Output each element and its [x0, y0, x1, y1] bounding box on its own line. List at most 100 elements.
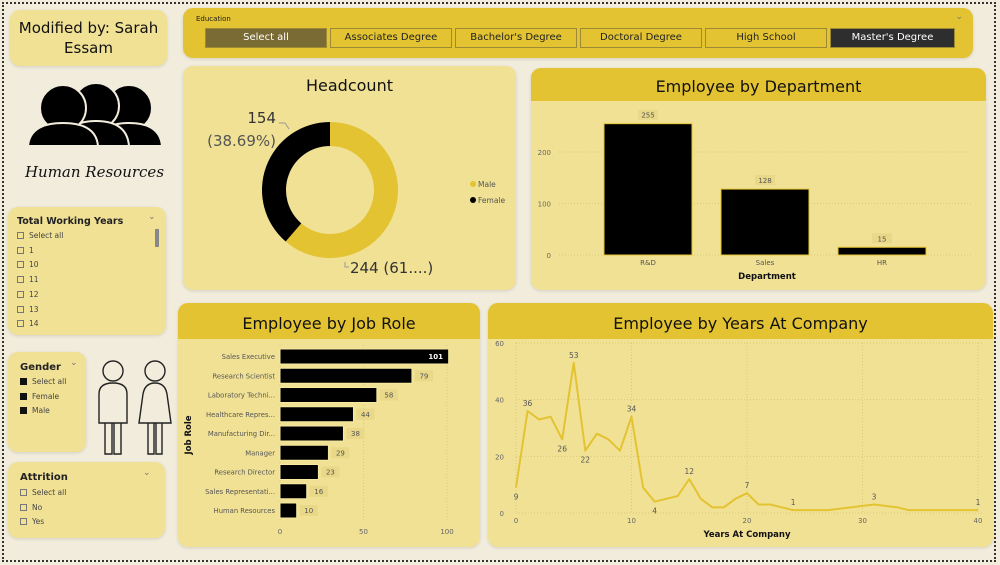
y-tick-label: 0 [547, 252, 551, 260]
data-label: 29 [336, 449, 345, 457]
slicer-item-label: 14 [29, 319, 39, 329]
legend-marker [470, 181, 476, 187]
headcount-card: Headcount 244 (61....) 154 (38.69%) Male Fem… [183, 66, 516, 290]
checkbox[interactable] [20, 378, 27, 385]
checkbox[interactable] [17, 305, 24, 313]
checkbox[interactable] [20, 489, 27, 496]
hr-logo: Human Resources [22, 78, 167, 188]
education-option-bachelors[interactable]: Bachelor's Degree [455, 28, 577, 48]
data-label-bg [638, 109, 658, 120]
checkbox[interactable] [17, 320, 24, 328]
data-label: 255 [641, 112, 654, 120]
slicer-item[interactable]: Select all [20, 488, 66, 497]
checkbox[interactable] [17, 261, 24, 269]
gender-label: Gender [20, 362, 61, 373]
data-label-male: 244 (61....) [350, 259, 433, 277]
leader-line [279, 122, 290, 130]
slicer-item[interactable]: Select all [17, 231, 63, 240]
slicer-item-label: 13 [29, 304, 39, 314]
series-line [515, 361, 978, 512]
checkbox[interactable] [20, 392, 27, 400]
data-label: 79 [419, 372, 428, 380]
education-option-doctoral[interactable]: Doctoral Degree [580, 28, 702, 48]
years-card: Employee by Years At Company 0 20 40 60 0 10 2… [488, 303, 993, 547]
checkbox[interactable] [20, 503, 27, 511]
x-tick-label: 30 [858, 517, 867, 525]
gender-figures-icon [98, 360, 172, 455]
headcount-donut-chart: 244 (61....) 154 (38.69%) Male Female [207, 109, 506, 277]
education-option-associates[interactable]: Associates Degree [330, 28, 452, 48]
data-label-bg [356, 408, 375, 420]
data-label-bg [346, 428, 365, 439]
chevron-down-icon[interactable]: ⌄ [70, 358, 78, 368]
checkbox[interactable] [20, 407, 27, 414]
attrition-slicer: Attrition ⌄ Select all No Yes [8, 462, 165, 538]
education-option-select-all[interactable]: Select all [205, 28, 327, 48]
years-title: Employee by Years At Company [488, 303, 993, 339]
data-label-bg [321, 466, 340, 478]
y-tick-label: 60 [495, 340, 504, 348]
data-label: 38 [351, 430, 360, 438]
y-tick-label: Human Resources [214, 507, 276, 515]
modified-by-text: Modified by: Sarah Essam [18, 19, 159, 57]
data-label: 9 [514, 493, 519, 502]
y-tick-label: 20 [495, 453, 504, 461]
chevron-down-icon[interactable]: ⌄ [148, 212, 156, 222]
chevron-down-icon[interactable]: ⌄ [143, 468, 151, 478]
slicer-item[interactable]: Male [20, 406, 50, 415]
education-option-high-school[interactable]: High School [705, 28, 827, 48]
checkbox[interactable] [17, 232, 24, 239]
slicer-item[interactable]: Select all [20, 377, 66, 386]
y-tick-label: Healthcare Repres... [206, 411, 275, 419]
checkbox[interactable] [17, 246, 24, 254]
data-label-female-value: 154 [247, 109, 276, 127]
x-axis-title: Department [738, 272, 796, 282]
job-role-bar-chart: 0 50 100 Sales Executive 101 Research Scienti… [184, 345, 454, 536]
legend-item: Female [478, 196, 506, 205]
bar [279, 425, 344, 442]
chevron-down-icon[interactable]: ⌄ [955, 12, 963, 22]
years-line-chart: 0 20 40 60 0 10 20 30 40 9 36 26 53 22 34 4 12 7 1 3 1 Years … [495, 340, 983, 540]
bar-sales [720, 188, 810, 256]
data-label: 16 [314, 488, 323, 496]
logo-text: Human Resources [24, 163, 165, 181]
y-tick-label: 100 [538, 201, 551, 209]
job-role-card: Employee by Job Role 0 50 100 Sales Executi… [178, 303, 480, 547]
slicer-item[interactable]: 14 [17, 319, 39, 328]
checkbox[interactable] [17, 276, 24, 284]
checkbox[interactable] [17, 290, 24, 298]
checkbox[interactable] [20, 518, 27, 525]
data-label-bg [755, 175, 775, 186]
data-label: 26 [557, 444, 567, 453]
bar [279, 464, 319, 480]
slicer-item[interactable]: No [20, 503, 42, 512]
data-label-bg [414, 370, 433, 382]
slicer-item[interactable]: 13 [17, 305, 39, 314]
x-tick-label: 50 [359, 528, 368, 536]
slicer-item[interactable]: Yes [20, 517, 44, 526]
slicer-item[interactable]: 11 [17, 275, 39, 284]
scrollbar[interactable] [155, 229, 159, 247]
slicer-item[interactable]: 1 [17, 246, 34, 255]
bar-hr [837, 246, 927, 256]
slicer-item-label: Select all [29, 231, 64, 240]
slicer-item[interactable]: 12 [17, 290, 39, 299]
x-tick-label: 0 [514, 517, 518, 525]
data-label: 34 [627, 405, 637, 414]
slicer-item-label: 11 [29, 275, 39, 285]
y-tick-label: Sales Executive [222, 353, 275, 361]
slicer-item[interactable]: 10 [17, 260, 39, 269]
x-tick-label: Sales [756, 259, 775, 267]
legend-marker [470, 197, 476, 203]
slicer-item[interactable]: Female [20, 392, 59, 401]
education-option-masters[interactable]: Master's Degree [830, 28, 955, 48]
department-bar-chart: 0 100 200 255 R&D 128 Sales 15 HR Department [538, 109, 971, 282]
title-card: Modified by: Sarah Essam [10, 10, 167, 66]
department-card: Employee by Department 0 100 200 255 R&D 128 S… [531, 68, 986, 290]
education-slicer: Education ⌄ Select all Associates Degree… [183, 8, 973, 58]
data-label-bg [872, 233, 892, 244]
bar [279, 444, 329, 461]
data-label-bg [379, 389, 398, 401]
y-tick-label: 200 [538, 149, 551, 157]
x-tick-label: HR [877, 259, 887, 267]
